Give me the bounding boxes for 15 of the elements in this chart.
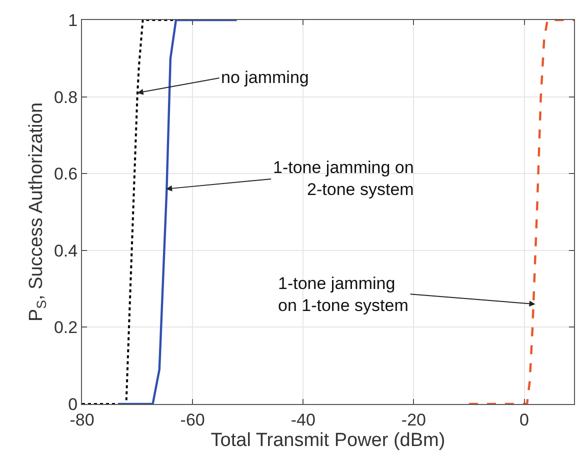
y-tick-label: 0.8 bbox=[54, 88, 78, 107]
x-tick-label: -20 bbox=[401, 410, 426, 430]
line-series bbox=[468, 20, 574, 404]
x-axis-title: Total Transmit Power (dBm) bbox=[210, 430, 446, 452]
line-series bbox=[116, 20, 238, 404]
x-tick-label: -60 bbox=[180, 410, 205, 430]
y-tick-label: 1 bbox=[68, 10, 78, 30]
annotation: 1-tone jamming on 2-tone system bbox=[273, 158, 414, 200]
annotation: no jamming bbox=[221, 68, 309, 87]
y-tick-label: 0.4 bbox=[54, 241, 78, 260]
annotation: 1-tone jamming on 1-tone system bbox=[278, 274, 408, 316]
y-tick-label: 0.6 bbox=[54, 164, 78, 184]
x-tick-label: -40 bbox=[290, 410, 316, 430]
x-tick-label: 0 bbox=[520, 410, 529, 430]
y-tick-label: 0.2 bbox=[54, 318, 78, 338]
